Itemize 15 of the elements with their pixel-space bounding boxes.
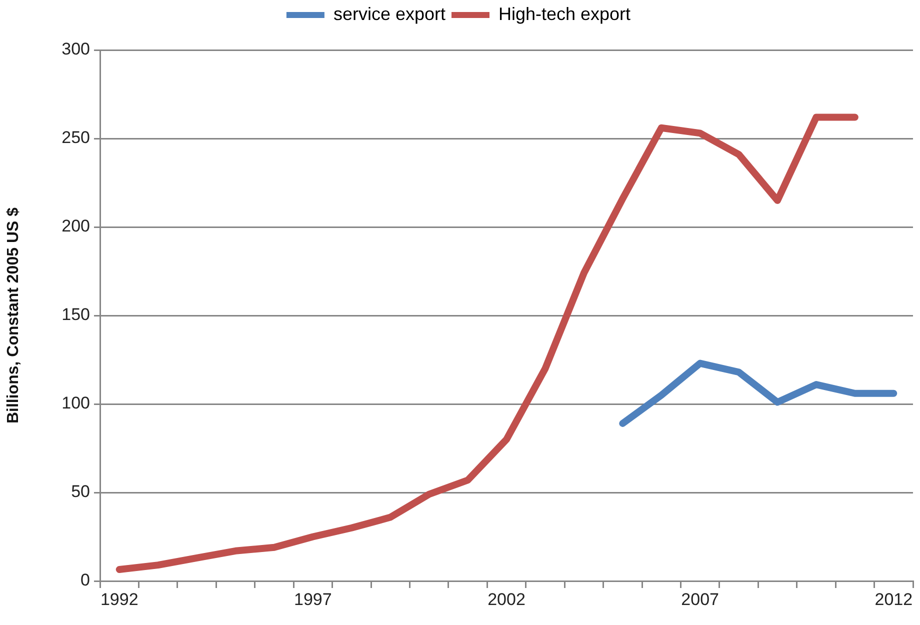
y-tick-label: 200 xyxy=(62,216,90,236)
y-axis-title: Billions, Constant 2005 US $ xyxy=(5,207,22,424)
y-tick-label: 50 xyxy=(71,482,90,502)
x-tick-label: 2007 xyxy=(681,590,719,609)
x-tick-label: 1997 xyxy=(294,590,332,609)
y-tick-label: 300 xyxy=(62,40,90,59)
y-tick-label: 100 xyxy=(62,394,90,413)
x-tick-label: 1992 xyxy=(100,590,138,609)
legend-label: service export xyxy=(333,4,446,24)
y-tick-label: 150 xyxy=(62,305,90,324)
x-tick-label: 2012 xyxy=(874,590,913,609)
x-tick-label: 2002 xyxy=(488,590,526,609)
y-tick-label: 0 xyxy=(80,570,90,590)
legend-label: High-tech export xyxy=(498,4,631,24)
y-tick-label: 250 xyxy=(62,128,90,148)
